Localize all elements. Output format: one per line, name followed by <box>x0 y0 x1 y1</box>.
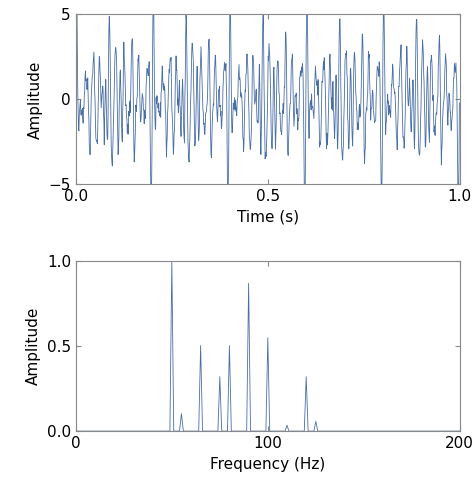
Y-axis label: Amplitude: Amplitude <box>26 307 41 385</box>
X-axis label: Frequency (Hz): Frequency (Hz) <box>210 456 326 471</box>
X-axis label: Time (s): Time (s) <box>237 210 299 225</box>
Y-axis label: Amplitude: Amplitude <box>28 60 43 138</box>
